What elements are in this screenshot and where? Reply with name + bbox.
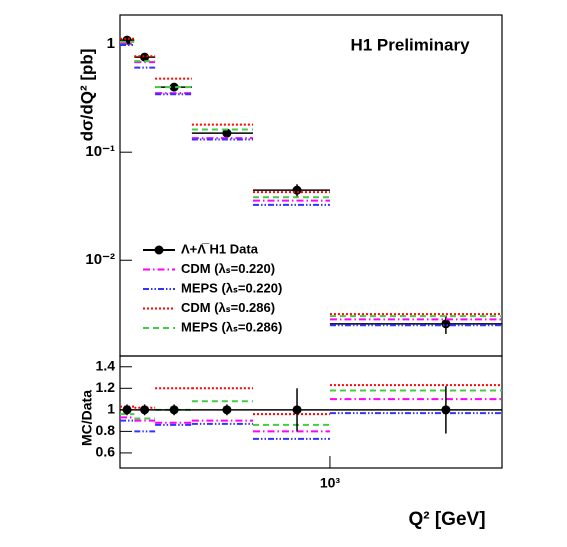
data-point (169, 405, 179, 415)
x-axis-label: Q² [GeV] (408, 509, 485, 530)
data-point (140, 52, 150, 62)
data-point (222, 405, 232, 415)
y-tick-label: 1 (107, 35, 115, 52)
legend-label: MEPS (λₛ=0.286) (181, 319, 282, 334)
y-tick-label: 0.6 (96, 444, 116, 460)
legend-label: CDM (λₛ=0.286) (181, 300, 275, 315)
legend-marker (154, 245, 164, 255)
y-tick-label: 1.2 (96, 379, 116, 395)
y-tick-label: 0.8 (96, 422, 116, 438)
y-tick-label: 1 (107, 401, 115, 417)
legend-label: CDM (λₛ=0.220) (181, 261, 275, 276)
y-axis-label: dσ/dQ² [pb] (77, 49, 96, 142)
legend-label: MEPS (λₛ=0.220) (181, 280, 282, 295)
data-point (222, 128, 232, 138)
plot-frame (119, 355, 503, 469)
data-point (122, 405, 132, 415)
data-point (169, 82, 179, 92)
data-point (292, 405, 302, 415)
x-tick-label: 10³ (320, 475, 341, 491)
data-point (140, 405, 150, 415)
data-point (441, 405, 451, 415)
chart-title: H1 Preliminary (350, 35, 470, 54)
y-tick-label: 10⁻¹ (85, 143, 115, 160)
plot-frame (119, 14, 503, 357)
y-axis-label: MC/Data (79, 390, 95, 446)
y-tick-label: 10⁻² (85, 251, 115, 268)
data-point (292, 185, 302, 195)
y-tick-label: 1.4 (96, 357, 116, 373)
legend-label: Λ+Λ̅ H1 Data (181, 241, 259, 256)
data-point (441, 319, 451, 329)
